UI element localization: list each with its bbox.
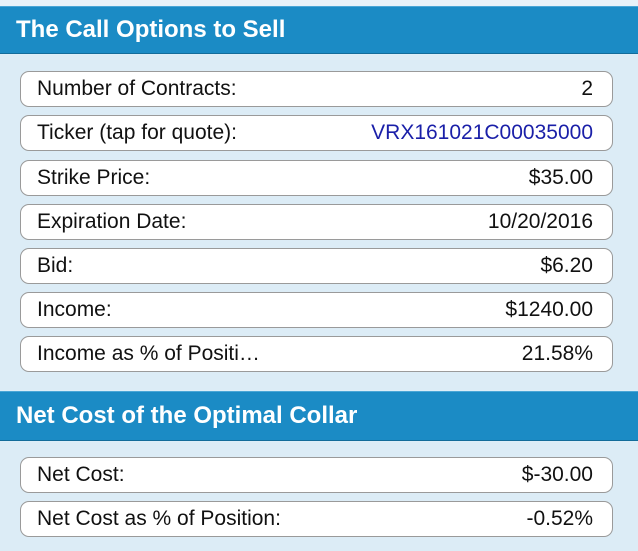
row-expiration-date: Expiration Date: 10/20/2016 — [20, 204, 613, 240]
row-ticker[interactable]: Ticker (tap for quote): VRX161021C000350… — [20, 115, 613, 151]
label-net-cost-percent: Net Cost as % of Position: — [37, 507, 281, 530]
row-bid: Bid: $6.20 — [20, 248, 613, 284]
value-income: $1240.00 — [505, 298, 593, 321]
top-strip — [0, 0, 638, 6]
ticker-quote-link[interactable]: VRX161021C00035000 — [371, 121, 593, 144]
value-strike-price: $35.00 — [528, 166, 593, 189]
call-options-title: The Call Options to Sell — [16, 16, 286, 43]
label-expiration-date: Expiration Date: — [37, 210, 187, 233]
label-income: Income: — [37, 298, 112, 321]
label-income-percent: Income as % of Positi… — [37, 342, 260, 365]
row-income: Income: $1240.00 — [20, 292, 613, 328]
value-income-percent: 21.58% — [521, 342, 593, 365]
label-ticker: Ticker (tap for quote): — [37, 121, 237, 144]
row-net-cost: Net Cost: $-30.00 — [20, 457, 613, 493]
net-cost-title: Net Cost of the Optimal Collar — [16, 402, 358, 429]
label-strike-price: Strike Price: — [37, 166, 151, 189]
label-number-of-contracts: Number of Contracts: — [37, 77, 237, 100]
value-number-of-contracts: 2 — [581, 77, 593, 100]
value-expiration-date: 10/20/2016 — [487, 210, 593, 233]
value-net-cost-percent: -0.52% — [526, 507, 593, 530]
row-strike-price: Strike Price: $35.00 — [20, 160, 613, 196]
row-income-percent: Income as % of Positi… 21.58% — [20, 336, 613, 372]
value-net-cost: $-30.00 — [521, 463, 593, 486]
label-net-cost: Net Cost: — [37, 463, 125, 486]
net-cost-header: Net Cost of the Optimal Collar — [0, 391, 638, 441]
label-bid: Bid: — [37, 254, 74, 277]
row-number-of-contracts: Number of Contracts: 2 — [20, 71, 613, 107]
value-bid: $6.20 — [540, 254, 593, 277]
call-options-header: The Call Options to Sell — [0, 6, 638, 54]
row-net-cost-percent: Net Cost as % of Position: -0.52% — [20, 501, 613, 537]
